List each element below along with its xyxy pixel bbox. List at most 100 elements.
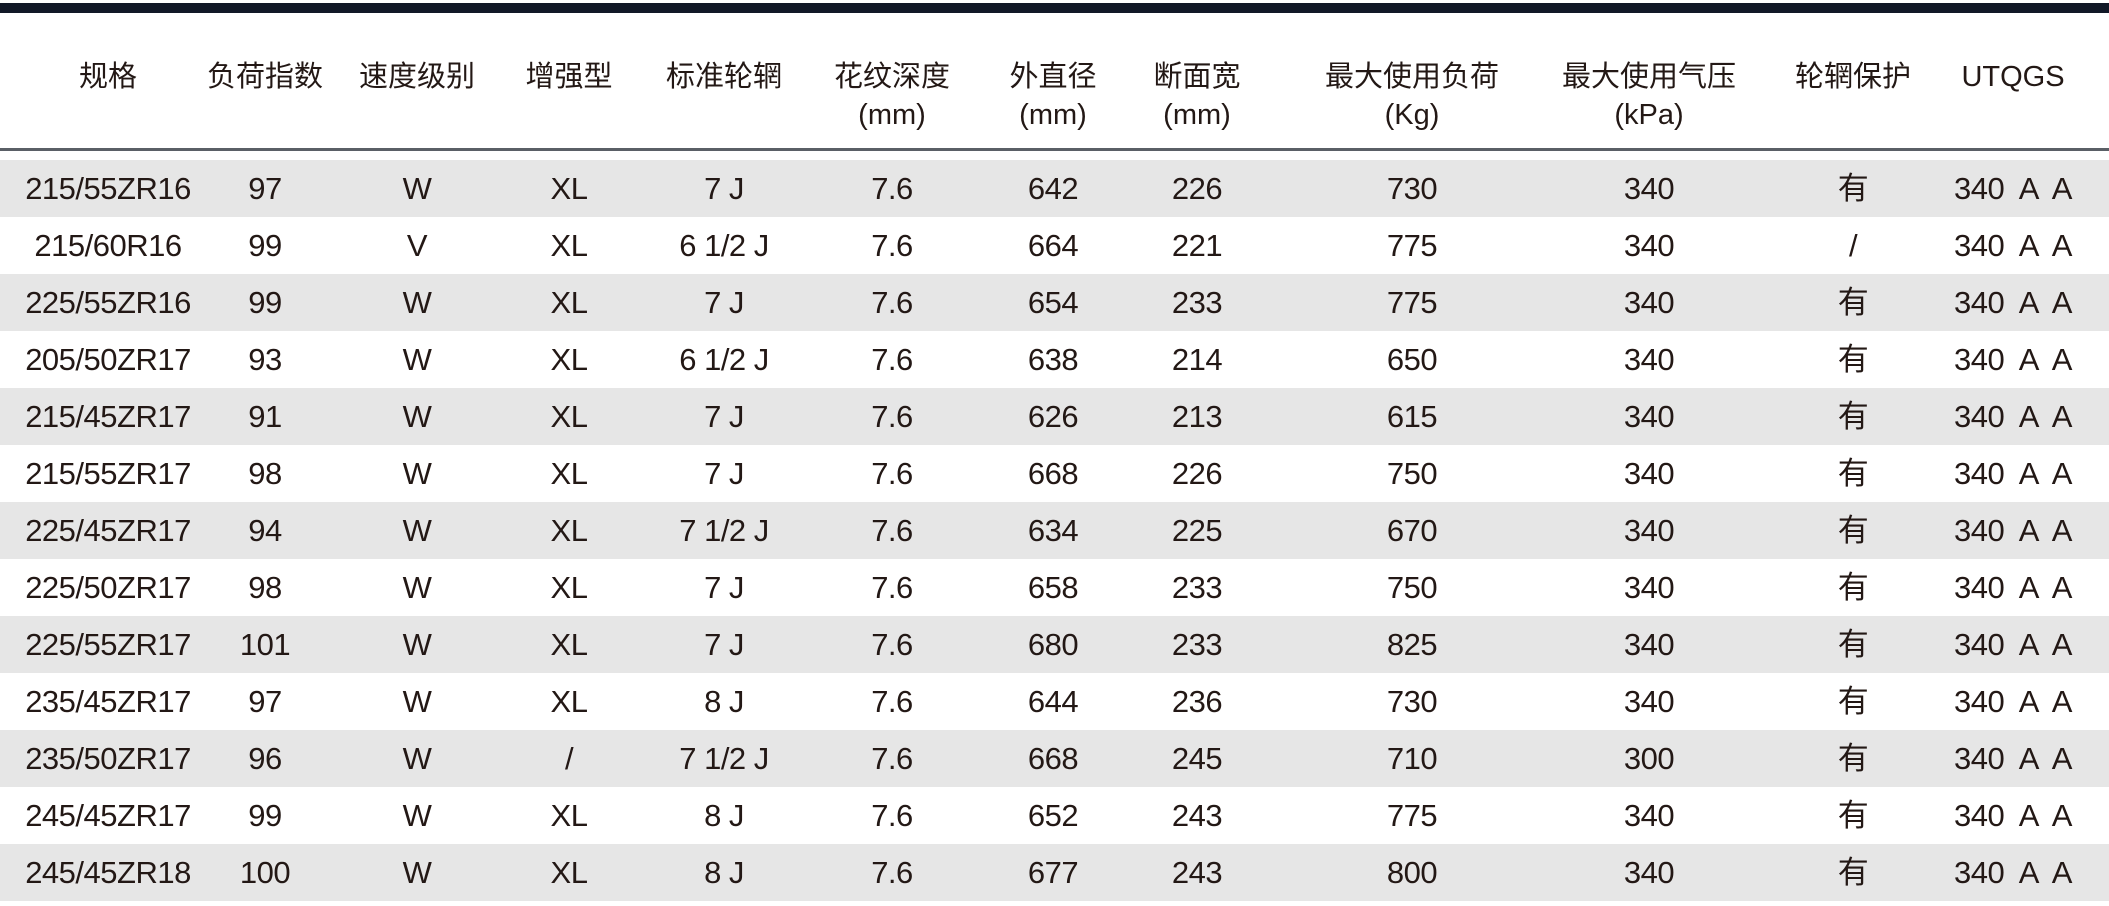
cell-section-width: 243 — [1171, 798, 1223, 833]
header-outer-diameter: 外直径 (mm) — [1009, 58, 1096, 134]
cell-load-index: 94 — [248, 513, 282, 548]
cell-outer-diameter: 677 — [1027, 855, 1079, 890]
cell-load-index: 100 — [239, 855, 291, 890]
cell-outer-diameter: 652 — [1027, 798, 1079, 833]
cell-load-index: 99 — [248, 798, 282, 833]
table-row: 225/45ZR17 94 W XL 7 1/2 J 7.6 634 225 670 340 有 34… — [0, 502, 2109, 559]
cell-max-pressure: 340 — [1623, 855, 1675, 890]
cell-utqgs: 340 A A — [1954, 171, 2072, 206]
cell-tread-depth: 7.6 — [871, 228, 913, 263]
cell-rim: 7 J — [704, 456, 744, 491]
cell-max-load: 800 — [1386, 855, 1438, 890]
cell-rim-protector: 有 — [1837, 741, 1869, 776]
cell-outer-diameter: 634 — [1027, 513, 1079, 548]
cell-max-pressure: 340 — [1623, 342, 1675, 377]
cell-tread-depth: 7.6 — [871, 570, 913, 605]
cell-max-load: 730 — [1386, 171, 1438, 206]
cell-speed-rating: W — [402, 855, 432, 890]
cell-section-width: 236 — [1171, 684, 1223, 719]
cell-max-load: 750 — [1386, 456, 1438, 491]
cell-section-width: 233 — [1171, 285, 1223, 320]
table-row: 205/50ZR17 93 W XL 6 1/2 J 7.6 638 214 650 340 有 34… — [0, 331, 2109, 388]
cell-rim-protector: 有 — [1837, 627, 1869, 662]
header-label: 花纹深度 — [833, 61, 951, 93]
cell-max-load: 710 — [1386, 741, 1438, 776]
header-label: 标准轮辋 — [665, 61, 783, 93]
cell-load-index: 98 — [248, 570, 282, 605]
table-row: 235/45ZR17 97 W XL 8 J 7.6 644 236 730 340 有 340 A … — [0, 673, 2109, 730]
cell-rim: 6 1/2 J — [679, 228, 769, 263]
cell-max-load: 775 — [1386, 285, 1438, 320]
cell-section-width: 233 — [1171, 627, 1223, 662]
cell-max-pressure: 340 — [1623, 171, 1675, 206]
cell-speed-rating: W — [402, 798, 432, 833]
cell-reinforced: XL — [550, 342, 588, 377]
header-reinforced: 增强型 — [525, 58, 612, 96]
cell-tread-depth: 7.6 — [871, 684, 913, 719]
cell-reinforced: XL — [550, 285, 588, 320]
cell-rim-protector: 有 — [1837, 684, 1869, 719]
cell-reinforced: XL — [550, 855, 588, 890]
header-section-width: 断面宽 (mm) — [1153, 58, 1240, 134]
cell-max-pressure: 340 — [1623, 684, 1675, 719]
cell-max-load: 825 — [1386, 627, 1438, 662]
cell-tread-depth: 7.6 — [871, 627, 913, 662]
top-bar — [0, 3, 2109, 13]
header-unit: (mm) — [1019, 99, 1087, 131]
header-label: 外直径 — [1009, 61, 1097, 93]
cell-utqgs: 340 A A — [1954, 627, 2072, 662]
cell-speed-rating: V — [406, 228, 428, 263]
header-label: 负荷指数 — [206, 61, 324, 93]
cell-outer-diameter: 664 — [1027, 228, 1079, 263]
header-label: 速度级别 — [358, 61, 476, 93]
cell-spec: 215/55ZR17 — [25, 456, 191, 491]
cell-rim: 7 J — [704, 570, 744, 605]
cell-reinforced: / — [564, 741, 574, 776]
cell-max-pressure: 340 — [1623, 399, 1675, 434]
cell-max-pressure: 300 — [1623, 741, 1675, 776]
cell-tread-depth: 7.6 — [871, 171, 913, 206]
cell-section-width: 233 — [1171, 570, 1223, 605]
cell-max-pressure: 340 — [1623, 570, 1675, 605]
table-row: 215/55ZR16 97 W XL 7 J 7.6 642 226 730 340 有 340 A … — [0, 160, 2109, 217]
header-label: 轮辋保护 — [1794, 61, 1912, 93]
header-unit: (kPa) — [1614, 99, 1684, 131]
cell-section-width: 226 — [1171, 456, 1223, 491]
cell-tread-depth: 7.6 — [871, 798, 913, 833]
cell-speed-rating: W — [402, 513, 432, 548]
cell-max-load: 615 — [1386, 399, 1438, 434]
cell-tread-depth: 7.6 — [871, 399, 913, 434]
cell-spec: 235/45ZR17 — [25, 684, 191, 719]
cell-max-pressure: 340 — [1623, 798, 1675, 833]
cell-rim-protector: 有 — [1837, 285, 1869, 320]
cell-spec: 215/45ZR17 — [25, 399, 191, 434]
cell-rim-protector: 有 — [1837, 513, 1869, 548]
cell-speed-rating: W — [402, 741, 432, 776]
cell-load-index: 98 — [248, 456, 282, 491]
cell-section-width: 221 — [1171, 228, 1223, 263]
cell-reinforced: XL — [550, 684, 588, 719]
cell-max-pressure: 340 — [1623, 285, 1675, 320]
table-row: 245/45ZR18 100 W XL 8 J 7.6 677 243 800 340 有 340 A… — [0, 844, 2109, 901]
cell-max-load: 670 — [1386, 513, 1438, 548]
table-row: 225/55ZR17 101 W XL 7 J 7.6 680 233 825 340 有 340 A… — [0, 616, 2109, 673]
cell-utqgs: 340 A A — [1954, 399, 2072, 434]
cell-load-index: 101 — [239, 627, 291, 662]
cell-rim: 7 1/2 J — [679, 741, 769, 776]
cell-max-pressure: 340 — [1623, 627, 1675, 662]
cell-speed-rating: W — [402, 627, 432, 662]
header-rim: 标准轮辋 — [666, 58, 782, 96]
cell-load-index: 91 — [248, 399, 282, 434]
header-max-pressure: 最大使用气压 (kPa) — [1562, 58, 1736, 134]
cell-speed-rating: W — [402, 171, 432, 206]
cell-reinforced: XL — [550, 513, 588, 548]
cell-max-pressure: 340 — [1623, 228, 1675, 263]
cell-max-load: 750 — [1386, 570, 1438, 605]
cell-rim-protector: / — [1848, 228, 1858, 263]
header-label: 增强型 — [525, 61, 613, 93]
table-row: 215/55ZR17 98 W XL 7 J 7.6 668 226 750 340 有 340 A … — [0, 445, 2109, 502]
cell-load-index: 93 — [248, 342, 282, 377]
header-unit: (Kg) — [1384, 99, 1440, 131]
table-row: 225/50ZR17 98 W XL 7 J 7.6 658 233 750 340 有 340 A … — [0, 559, 2109, 616]
cell-utqgs: 340 A A — [1954, 741, 2072, 776]
